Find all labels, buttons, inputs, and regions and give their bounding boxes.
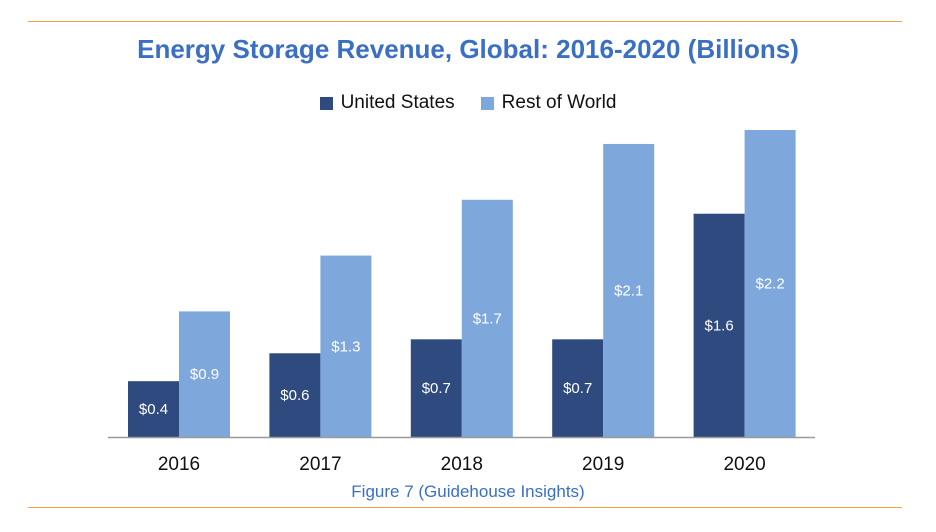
legend-label-rest-of-world: Rest of World: [501, 92, 617, 113]
x-tick-label-2017: 2017: [299, 454, 341, 475]
data-label-rest-of-world-2020: $2.2: [755, 276, 784, 293]
data-label-united-states-2020: $1.6: [704, 317, 733, 334]
data-label-united-states-2018: $0.7: [422, 380, 451, 397]
x-tick-label-2018: 2018: [441, 454, 483, 475]
bar-united-states-2016: [128, 381, 179, 437]
legend-item-united-states: United States: [319, 92, 455, 114]
bar-united-states-2017: [269, 353, 321, 437]
bar-rest-of-world-2018: [461, 199, 513, 437]
data-label-rest-of-world-2018: $1.7: [473, 310, 502, 327]
bottom-rule: [28, 507, 902, 508]
data-label-united-states-2016: $0.4: [139, 401, 168, 418]
bar-rest-of-world-2019: [603, 143, 655, 438]
data-label-united-states-2019: $0.7: [563, 380, 592, 397]
bar-united-states-2018: [410, 339, 462, 437]
x-tick-label-2019: 2019: [582, 454, 624, 475]
bar-united-states-2020: [693, 213, 745, 437]
chart-title: Energy Storage Revenue, Global: 2016-202…: [137, 34, 799, 64]
legend-label-united-states: United States: [340, 92, 455, 113]
legend-item-rest-of-world: Rest of World: [480, 92, 617, 114]
x-tick-label-2016: 2016: [158, 454, 200, 475]
bar-rest-of-world-2016: [179, 311, 230, 437]
bar-united-states-2019: [552, 339, 604, 437]
data-label-united-states-2017: $0.6: [280, 387, 309, 404]
bar-rest-of-world-2017: [320, 255, 372, 437]
data-label-rest-of-world-2017: $1.3: [331, 338, 360, 355]
bar-rest-of-world-2020: [744, 130, 796, 437]
legend-swatch-united-states: [319, 96, 333, 110]
top-rule: [28, 21, 902, 22]
data-label-rest-of-world-2019: $2.1: [614, 282, 643, 299]
legend-swatch-rest-of-world: [480, 96, 494, 110]
chart-legend: United States Rest of World: [0, 92, 936, 114]
figure-caption: Figure 7 (Guidehouse Insights): [351, 482, 585, 501]
x-tick-label-2020: 2020: [723, 454, 765, 475]
data-label-rest-of-world-2016: $0.9: [190, 366, 219, 383]
